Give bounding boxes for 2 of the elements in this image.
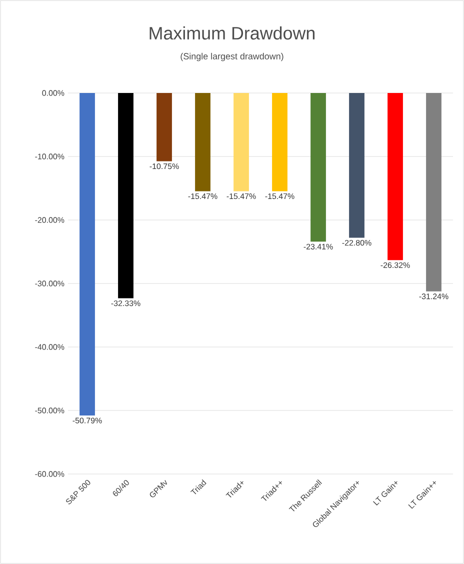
chart-subtitle: (Single largest drawdown)	[180, 52, 284, 62]
chart-title: Maximum Drawdown	[150, 26, 314, 40]
